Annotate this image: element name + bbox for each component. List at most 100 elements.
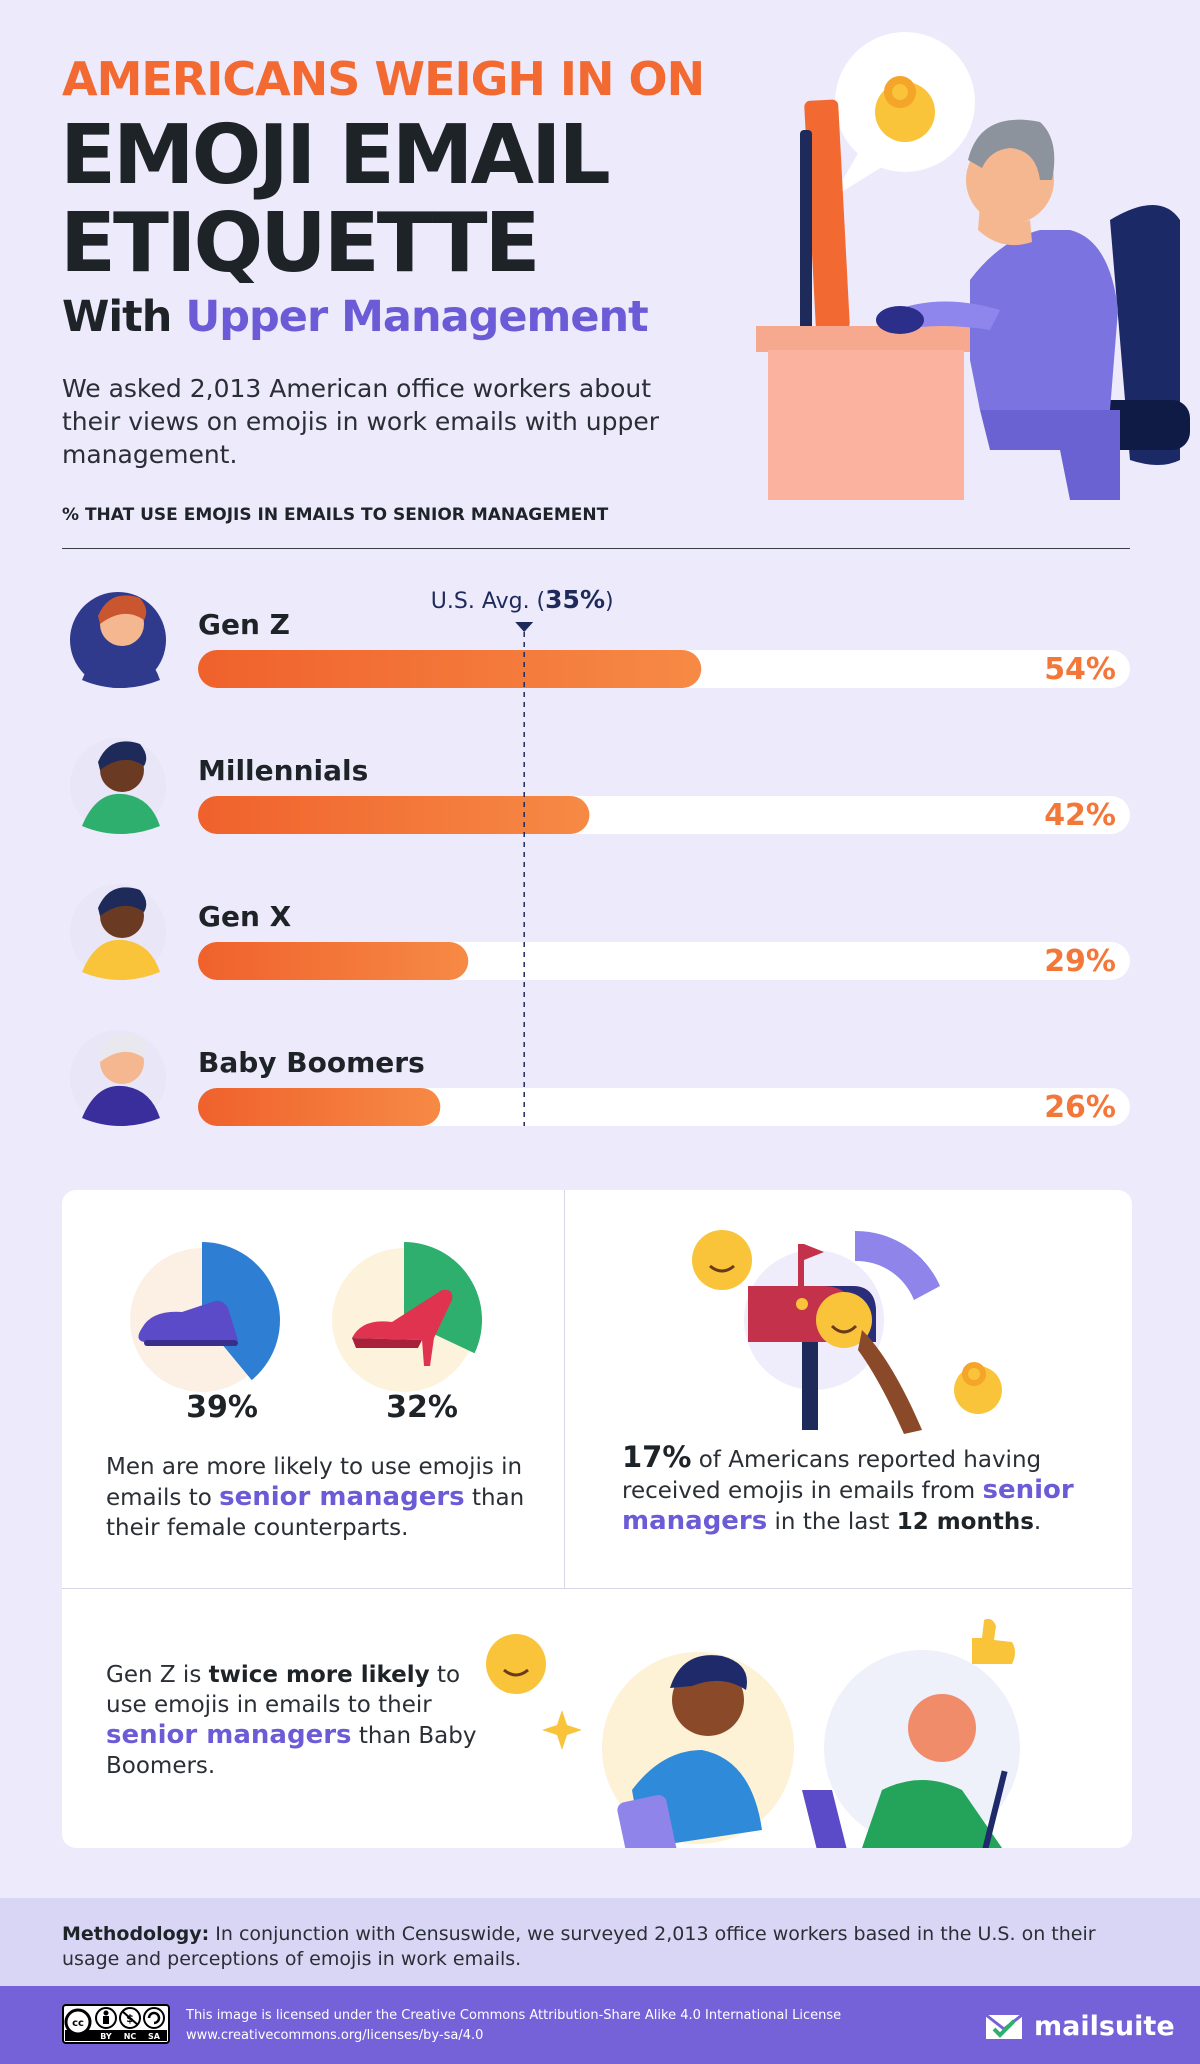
by-icon (95, 2007, 117, 2029)
genz-stat-text: Gen Z is twice more likely to use emojis… (106, 1660, 486, 1781)
genz-text-bold: twice more likely (208, 1662, 430, 1688)
sparkle-icon (542, 1710, 582, 1750)
man-figure (876, 119, 1120, 500)
avatar-hair (98, 1033, 147, 1062)
average-label: U.S. Avg. (35%) (431, 585, 614, 614)
footer: cc $ BY NC SA This image is licensed und… (0, 1986, 1200, 2064)
avatar-baby-boomers-icon (70, 1030, 166, 1126)
value-label: 42% (1044, 798, 1116, 833)
smiley-face-icon (486, 1634, 546, 1694)
generation-bar-chart: Gen Z 54% Millennials 42% Gen X 29% Baby Boome… (70, 585, 1130, 1126)
category-label: Gen Z (198, 608, 290, 641)
gen-z-person (617, 1655, 762, 1848)
high-heel-icon (352, 1289, 453, 1366)
genz-boomer-illustration (486, 1618, 1020, 1848)
women-gauge (332, 1242, 483, 1392)
card-vertical-divider (564, 1190, 565, 1588)
value-label: 54% (1044, 652, 1116, 687)
methodology-section: Methodology: In conjunction with Censusw… (0, 1898, 1200, 1986)
genz-text-part2: to use emojis in emails to their (106, 1662, 461, 1718)
gender-stat-text: Men are more likely to use emojis in ema… (106, 1452, 526, 1543)
monitor (804, 99, 850, 331)
subtitle-accent: Upper Management (185, 292, 648, 342)
category-label: Gen X (198, 900, 292, 933)
subtitle-prefix: With (62, 292, 172, 342)
avatar-body (82, 647, 160, 688)
bar-baby-boomers (198, 1088, 441, 1126)
hero-office-illustration (756, 32, 1190, 500)
value-label: 26% (1044, 1090, 1116, 1125)
cc-label-nc: NC (124, 2032, 137, 2041)
smiley-face-icon (816, 1292, 872, 1348)
ok-hand-emoji-icon (954, 1362, 1002, 1414)
title-line-1: EMOJI EMAIL (60, 108, 611, 203)
category-label: Millennials (198, 754, 368, 787)
average-marker-icon (515, 622, 534, 632)
sa-icon (143, 2007, 165, 2029)
value-label: 29% (1044, 944, 1116, 979)
methodology-body: In conjunction with Censuswide, we surve… (62, 1923, 1096, 1970)
chart-title: % THAT USE EMOJIS IN EMAILS TO SENIOR MA… (62, 505, 609, 525)
bar-millennials (198, 796, 590, 834)
cc-label-by: BY (100, 2032, 112, 2041)
brand-name: mailsuite (1034, 2010, 1175, 2042)
genz-text-part3: than Baby Boomers. (106, 1723, 477, 1779)
gender-gauges (130, 1230, 1020, 1848)
avatar-hair (98, 595, 147, 624)
received-text-part3: . (1033, 1509, 1042, 1535)
cc-label-sa: SA (148, 2032, 161, 2041)
avatar-hair (98, 741, 147, 770)
license-link[interactable]: www.creativecommons.org/licenses/by-sa/4… (186, 2028, 484, 2043)
received-text-bold: 12 months (896, 1509, 1034, 1535)
genz-text-accent: senior managers (106, 1720, 352, 1750)
card-horizontal-divider (62, 1588, 1132, 1589)
title-line-2: ETIQUETTE (60, 196, 541, 291)
mens-shoe-icon (138, 1300, 238, 1346)
mailbox-illustration (692, 1230, 1002, 1434)
received-text-accent: senior managers (622, 1475, 1074, 1536)
cc-icon: cc (64, 2008, 92, 2036)
bar-gen-x (198, 942, 469, 980)
average-label-suffix: ) (605, 589, 614, 614)
thumbs-up-icon (972, 1618, 1015, 1664)
women-percentage: 32% (386, 1390, 458, 1425)
intro-text: We asked 2,013 American office workers a… (62, 374, 660, 469)
received-stat-text: 17% of Americans reported having receive… (622, 1442, 1082, 1537)
gender-text-accent: senior managers (219, 1482, 465, 1512)
mailsuite-logo-icon (985, 2013, 1023, 2039)
received-value: 17% (622, 1440, 692, 1474)
gender-text-part1: Men are more likely to use emojis in ema… (106, 1454, 523, 1511)
avatar-gen-z-icon (70, 592, 166, 688)
average-label-value: 35% (545, 585, 605, 614)
avatar-gen-x-icon (70, 884, 166, 980)
methodology-label: Methodology: (62, 1923, 210, 1945)
avatar-millennials-icon (70, 738, 166, 834)
avatar-body (82, 939, 160, 980)
received-text-part1: of Americans reported having received em… (622, 1447, 1042, 1504)
average-label-prefix: U.S. Avg. ( (431, 589, 545, 614)
received-text-part2: in the last (767, 1509, 897, 1535)
gender-text-part2: than their female counterparts. (106, 1485, 525, 1541)
bar-gen-z (198, 650, 702, 688)
desk (756, 326, 976, 352)
category-label: Baby Boomers (198, 1046, 425, 1079)
avatar-hair (98, 887, 147, 916)
avatar-body (82, 1085, 160, 1126)
baby-boomer-person (802, 1694, 1008, 1848)
stats-card: 39% 32% Men are more likely to use emoji… (62, 1190, 1132, 1848)
license-text: This image is licensed under the Creativ… (186, 2008, 842, 2023)
brand-logo[interactable]: mailsuite (984, 2006, 1175, 2046)
men-gauge (130, 1242, 280, 1392)
creative-commons-badge: cc $ BY NC SA (62, 2004, 170, 2044)
header-kicker: AMERICANS WEIGH IN ON (62, 52, 705, 106)
svg-text:cc: cc (72, 2018, 84, 2029)
men-percentage: 39% (186, 1390, 258, 1425)
genz-text-part1: Gen Z is (106, 1662, 209, 1688)
nc-icon: $ (119, 2007, 141, 2029)
avatar-body (82, 793, 160, 834)
page-subtitle: With Upper Management (62, 292, 649, 342)
chart-divider (62, 548, 1130, 549)
page-title: EMOJI EMAIL ETIQUETTE (60, 108, 611, 291)
ok-hand-emoji-icon (875, 76, 935, 142)
methodology-text: Methodology: In conjunction with Censusw… (62, 1922, 1122, 1972)
